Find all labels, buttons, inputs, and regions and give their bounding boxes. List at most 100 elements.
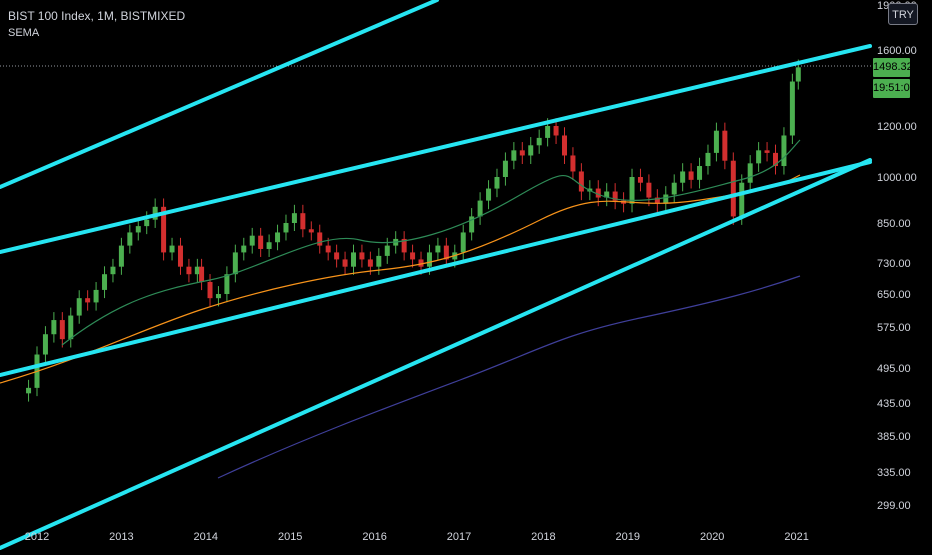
price-tick-label: 1000.00 [877,172,917,184]
candle-body [595,188,601,198]
candle-body [110,266,116,275]
candle-body [232,252,238,275]
candle-body [418,259,424,267]
candle-body [663,194,669,204]
candle-body [570,155,576,172]
candle-body [612,191,618,201]
candle-body [241,245,247,253]
candle-body [637,177,643,183]
candle-body [536,137,542,146]
candle-body [764,150,770,153]
ema-long-line [217,275,801,479]
candle-body [705,152,711,167]
candle-body [68,315,74,340]
candle-body [773,152,778,167]
candle-body [42,334,48,355]
price-tick-label: 850.00 [877,218,911,230]
candle-body [384,245,390,256]
time-axis[interactable]: 2012 2013 2014 2015 2016 2017 2018 2019 2020 2021 [25,531,809,543]
trend-lines-group[interactable] [0,0,872,550]
candle-body [545,126,551,138]
time-tick-label: 2021 [784,531,808,543]
candle-body [102,274,108,290]
candle-body [317,232,323,246]
candle-body [351,252,356,267]
currency-badge[interactable]: TRY [888,3,918,25]
price-tick-label: 335.00 [877,467,911,479]
candle-body [629,177,635,204]
price-tick-label: 1200.00 [877,121,917,133]
candle-body [135,226,141,233]
ema-short-line [61,139,801,346]
time-tick-label: 2016 [362,531,386,543]
candle-body [553,126,559,136]
candle-body [713,130,719,153]
time-tick-label: 2015 [278,531,302,543]
candle-body [469,216,475,233]
symbol-title[interactable]: BIST 100 Index, 1M, BISTMIXED [8,9,186,23]
candle-body [654,197,660,204]
time-tick-label: 2018 [531,531,555,543]
candle-body [401,238,407,253]
candle-body [194,266,200,275]
price-tick-label: 575.00 [877,322,911,334]
candle-body [739,182,745,217]
candle-body [325,245,331,253]
trend-line-4 [0,158,872,550]
candle-body [680,171,686,183]
candle-body [144,219,150,227]
time-tick-label: 2013 [109,531,133,543]
candle-body [426,252,432,267]
candle-body [410,252,416,260]
moving-averages-group [0,139,801,479]
candle-body [477,200,483,217]
candle-body [376,255,382,267]
candle-body [300,213,306,230]
price-tick-label: 730.00 [877,258,911,270]
price-tick-label: 385.00 [877,431,911,443]
candle-body [249,235,255,246]
candle-body [562,135,567,156]
candle-body [688,171,694,180]
time-tick-label: 2012 [25,531,49,543]
candle-body [283,223,289,233]
candle-body [730,160,736,217]
price-tick-label: 1600.00 [877,45,917,57]
candle-body [528,145,534,156]
candle-body [258,235,264,249]
candle-body [169,245,175,253]
candle-body [795,67,801,82]
trend-line-2 [0,44,872,254]
candle-body [646,182,652,198]
candle-body [76,298,82,316]
candle-body [85,298,91,303]
candle-body [266,242,272,249]
last-price-tag: 1498.32 [873,58,913,77]
candle-body [127,232,133,246]
candle-body [747,163,753,183]
candle-body [308,229,314,233]
candle-body [186,266,192,275]
candle-body [215,294,221,299]
price-tick-label: 435.00 [877,398,911,410]
candle-body [511,150,517,161]
candle-body [502,160,508,177]
price-tick-label: 650.00 [877,289,911,301]
candle-body [199,266,205,282]
candle-body [224,274,230,294]
time-tick-label: 2014 [194,531,218,543]
candle-body [519,150,525,156]
candle-body [486,188,492,201]
candle-body [51,320,57,335]
candle-body [275,232,281,243]
price-axis[interactable]: 1900.001600.001200.001000.00850.00730.00… [877,0,917,512]
time-tick-label: 2017 [447,531,471,543]
candle-body [578,171,584,192]
candle-body [118,245,124,267]
indicator-label[interactable]: SEMA [8,27,40,39]
candle-body [59,320,65,340]
candle-body [781,135,787,167]
candle-body [291,213,297,223]
